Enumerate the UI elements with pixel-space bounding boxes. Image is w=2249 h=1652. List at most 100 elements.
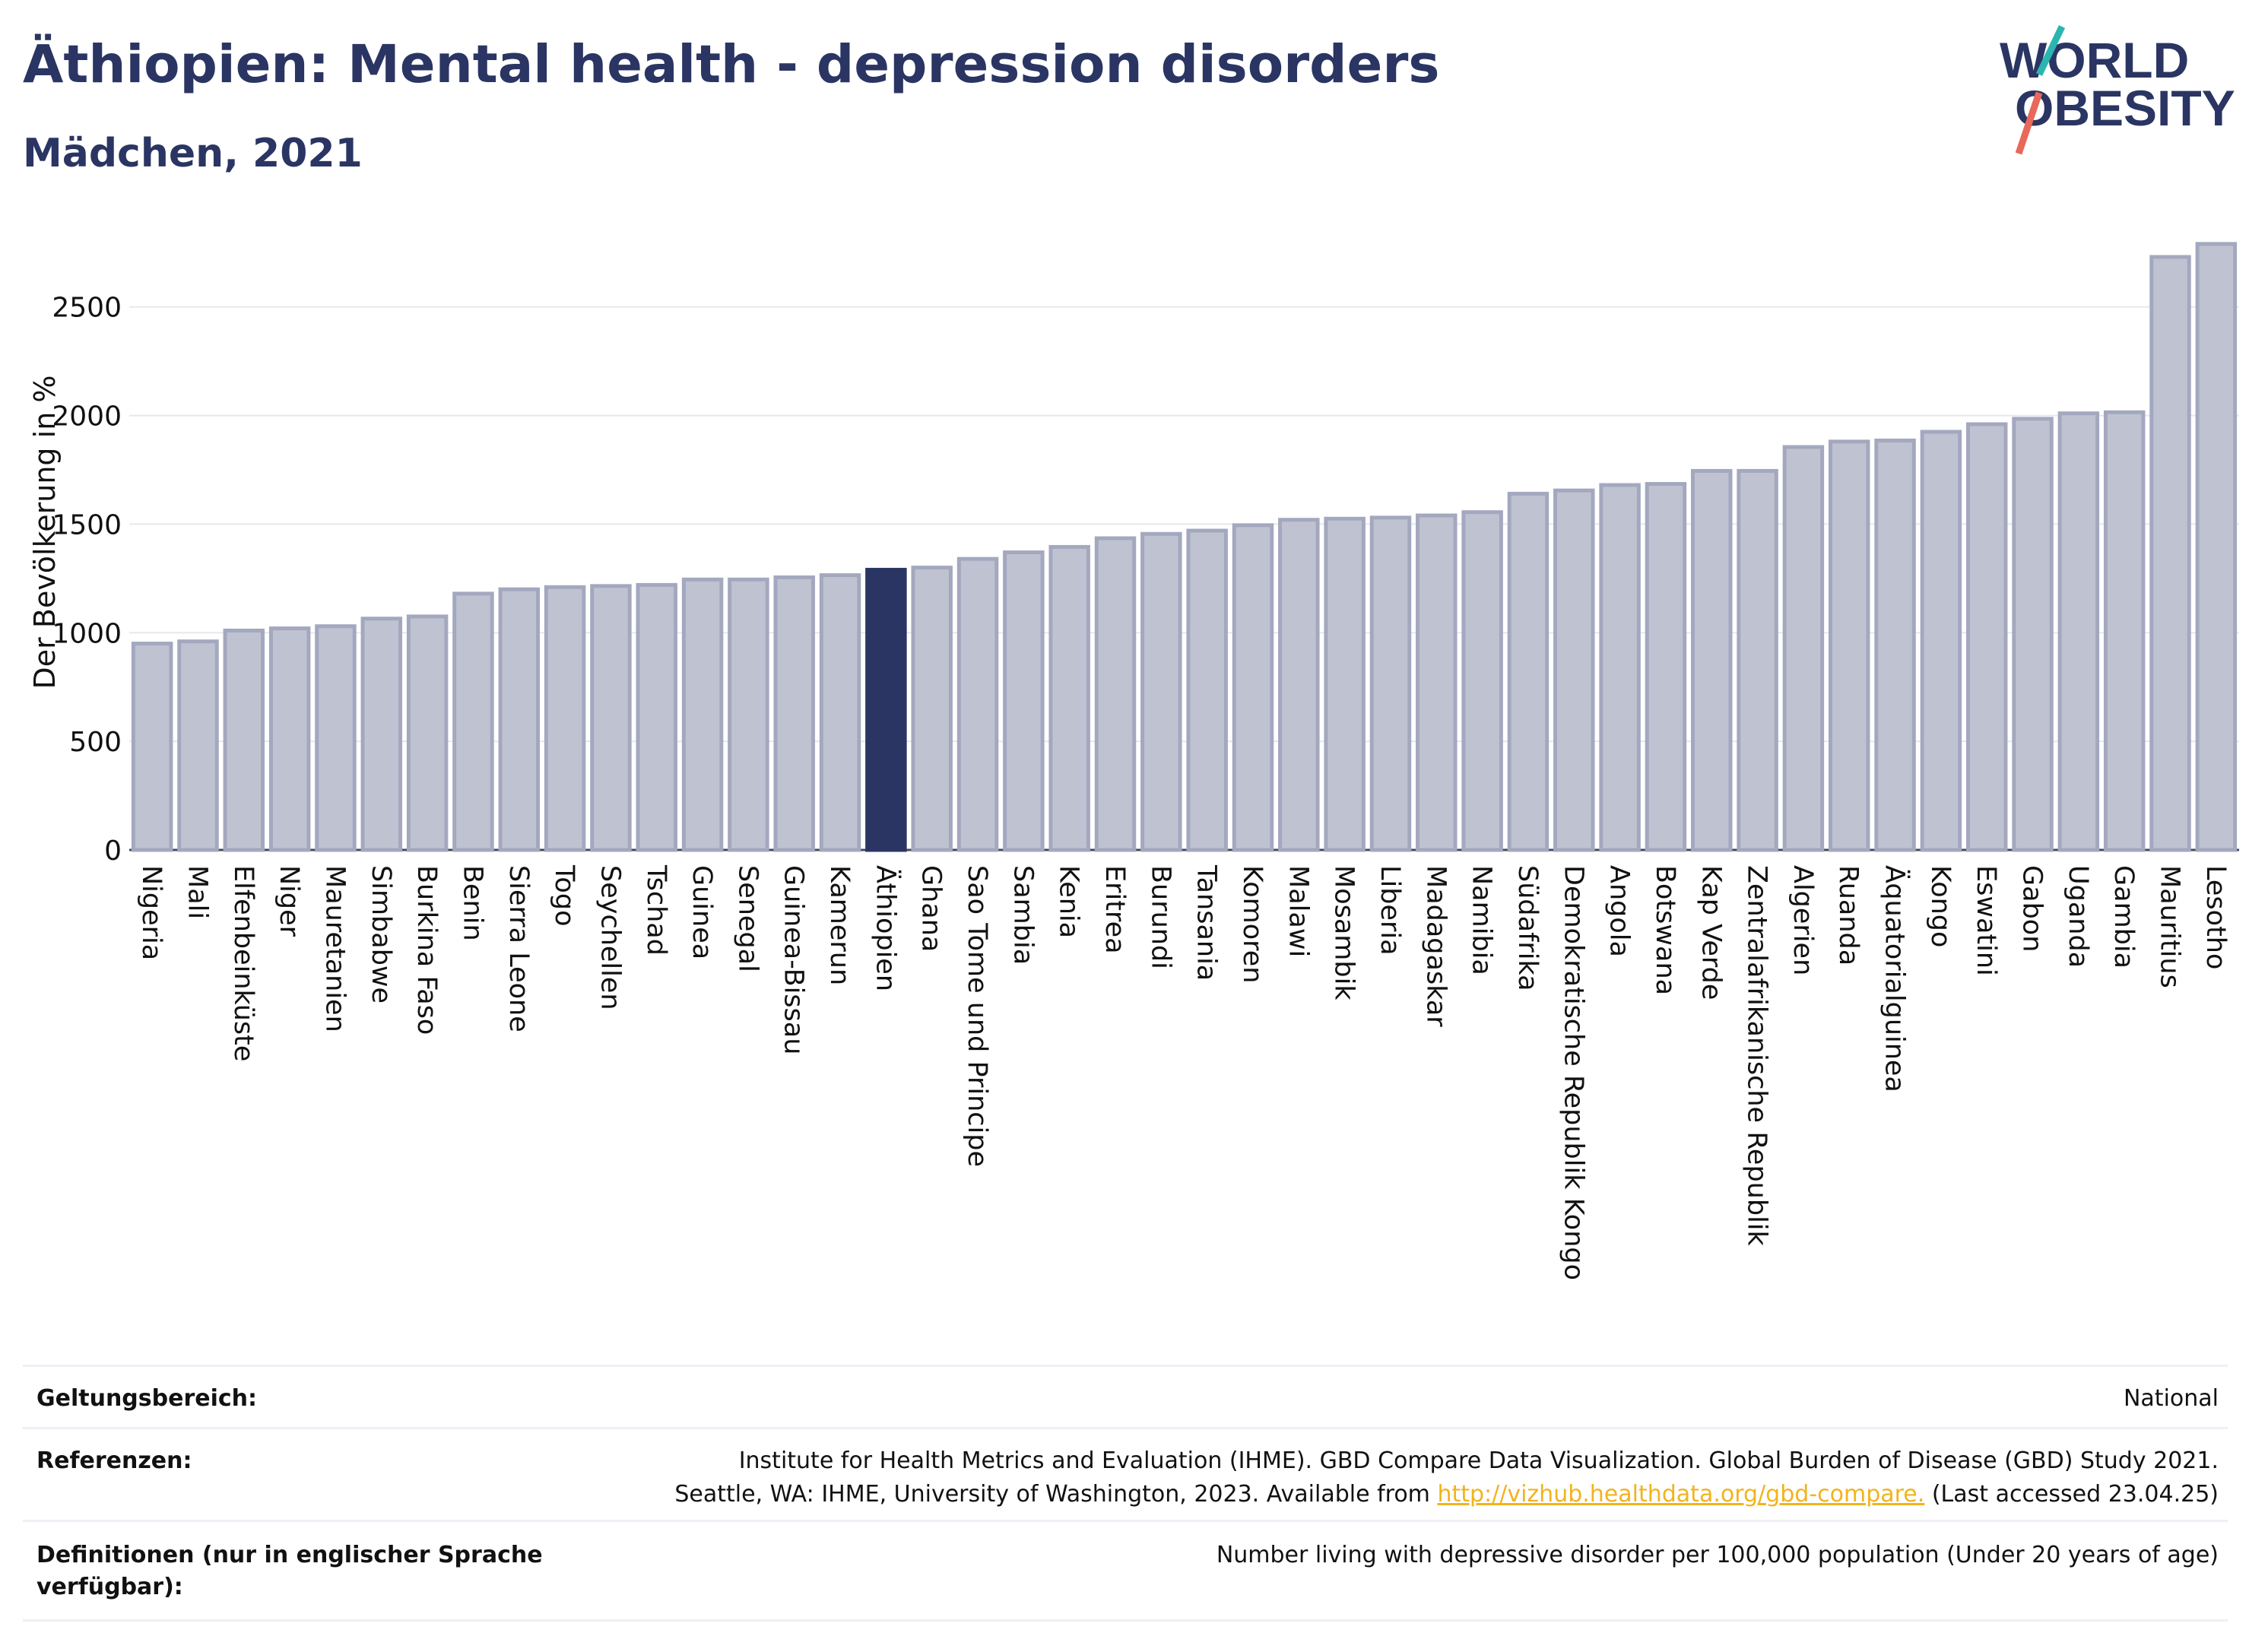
bars [131, 242, 2238, 852]
references-label: Referenzen: [36, 1447, 192, 1474]
x-tick-label: Tansania [1191, 864, 1222, 981]
bar-tschad [636, 582, 677, 852]
bar-togo [544, 585, 586, 852]
x-tick-label: Benin [457, 865, 487, 941]
bar-eritrea [1094, 536, 1137, 852]
x-tick-label: Guinea-Bissau [779, 865, 809, 1054]
bar-äquatorialguinea [1874, 438, 1916, 852]
footer-definitions-row: Definitionen (nur in englischer Sprache … [23, 1520, 2228, 1622]
bar-äthiopien [865, 567, 907, 852]
bar-malawi [1278, 518, 1320, 852]
x-tick-label: Eswatini [1971, 865, 2001, 976]
bar-niger [268, 626, 311, 852]
x-tick-label: Kongo [1925, 865, 1956, 947]
scope-value: National [2123, 1385, 2219, 1412]
x-tick-label: Südafrika [1512, 865, 1543, 991]
bar-benin [452, 591, 494, 852]
bar-algerien [1782, 445, 1825, 852]
bar-guinea [681, 577, 724, 852]
bar-ruanda [1828, 439, 1870, 852]
x-tick-label: Ghana [916, 865, 947, 952]
logo-line2: OBESITY [2015, 80, 2235, 136]
bar-tansania [1186, 528, 1228, 852]
x-tick-label: Mali [182, 865, 212, 919]
bar-simbabwe [360, 617, 403, 852]
x-tick-label: Burundi [1145, 865, 1175, 969]
x-tick-label: Äthiopien [870, 865, 902, 991]
x-tick-label: Botswana [1650, 865, 1680, 995]
page-title: Äthiopien: Mental health - depression di… [23, 34, 1440, 95]
bar-mosambik [1324, 516, 1366, 852]
x-tick-label: Kap Verde [1695, 865, 1726, 1000]
x-tick-label: Seychellen [595, 865, 625, 1010]
references-link[interactable]: http://vizhub.healthdata.org/gbd-compare… [1437, 1481, 1925, 1508]
x-tick-label: Demokratische Republik Kongo [1558, 865, 1588, 1280]
page-subtitle: Mädchen, 2021 [23, 131, 363, 176]
x-tick-label: Mauritius [2155, 865, 2185, 988]
x-tick-label: Senegal [732, 865, 763, 972]
x-tick-label: Sierra Leone [503, 865, 534, 1032]
bar-kamerun [819, 573, 861, 852]
x-tick-label: Ruanda [1833, 865, 1864, 966]
bar-burundi [1140, 531, 1182, 852]
x-tick-label: Guinea [687, 865, 717, 959]
bar-lesotho [2195, 242, 2238, 852]
y-tick-label: 1500 [52, 509, 122, 541]
x-tick-label: Äquatorialguinea [1879, 865, 1911, 1092]
x-tick-label: Namibia [1467, 865, 1497, 975]
x-tick-label: Sambia [1007, 865, 1038, 965]
bar-namibia [1461, 510, 1503, 852]
x-tick-label: Elfenbeinküste [228, 865, 259, 1061]
bar-nigeria [131, 642, 173, 852]
x-tick-label: Lesotho [2200, 865, 2231, 969]
x-tick-label: Uganda [2063, 865, 2093, 968]
y-tick-label: 500 [69, 727, 122, 758]
bar-mali [177, 639, 219, 852]
references-line1: Institute for Health Metrics and Evaluat… [738, 1447, 2219, 1474]
definitions-label-line1: Definitionen (nur in englischer Sprache [36, 1542, 543, 1568]
bar-südafrika [1507, 491, 1550, 852]
bar-zentralafrikanische-republik [1737, 468, 1778, 852]
x-tick-label: Madagaskar [1420, 865, 1451, 1027]
x-tick-label: Gambia [2108, 865, 2139, 969]
bar-angola [1599, 483, 1641, 852]
definitions-label-line2: verfügbar): [36, 1574, 183, 1600]
footer-references-row: Referenzen: Institute for Health Metrics… [23, 1427, 2228, 1522]
bar-eswatini [1965, 422, 2008, 852]
x-tick-label: Mosambik [1329, 865, 1359, 1000]
logo-line1: WORLD [2000, 32, 2189, 88]
x-tick-label: Liberia [1375, 865, 1405, 956]
bar-mauritius [2149, 255, 2191, 852]
bar-demokratische-republik-kongo [1553, 488, 1595, 852]
bar-sierra-leone [498, 587, 541, 852]
bar-madagaskar [1416, 513, 1458, 852]
world-obesity-logo: WORLD OBESITY [2000, 25, 2235, 155]
y-tick-label: 2000 [52, 401, 122, 433]
bar-senegal [728, 577, 769, 852]
x-tick-label: Tschad [641, 864, 671, 956]
bar-komoren [1232, 523, 1274, 852]
scope-label: Geltungsbereich: [36, 1385, 258, 1412]
bar-gabon [2012, 417, 2054, 852]
bar-uganda [2057, 411, 2100, 852]
x-tick-label: Zentralafrikanische Republik [1742, 865, 1772, 1247]
bar-seychellen [590, 584, 632, 852]
bar-liberia [1369, 515, 1412, 852]
bar-kenia [1048, 544, 1090, 852]
y-tick-label: 0 [104, 836, 122, 867]
bar-guinea-bissau [773, 575, 815, 852]
x-tick-label: Niger [274, 865, 304, 937]
bar-kongo [1920, 430, 1962, 852]
x-tick-label: Sao Tome und Principe [962, 865, 992, 1167]
y-axis-ticks: 0 500 1000 1500 2000 2500 [52, 293, 122, 867]
x-tick-label: Nigeria [136, 865, 167, 960]
bar-sao-tome-und-principe [956, 556, 999, 852]
definitions-value: Number living with depressive disorder p… [1216, 1542, 2219, 1568]
bar-botswana [1645, 482, 1687, 852]
bar-chart: 0 500 1000 1500 2000 2500 Nigeria Mali Elfenbei… [28, 242, 2239, 1280]
x-tick-label: Malawi [1283, 865, 1313, 957]
bar-mauretanien [315, 624, 357, 852]
x-tick-label: Kenia [1054, 865, 1084, 938]
bar-kap-verde [1691, 468, 1733, 852]
x-tick-label: Burkina Faso [411, 865, 442, 1035]
